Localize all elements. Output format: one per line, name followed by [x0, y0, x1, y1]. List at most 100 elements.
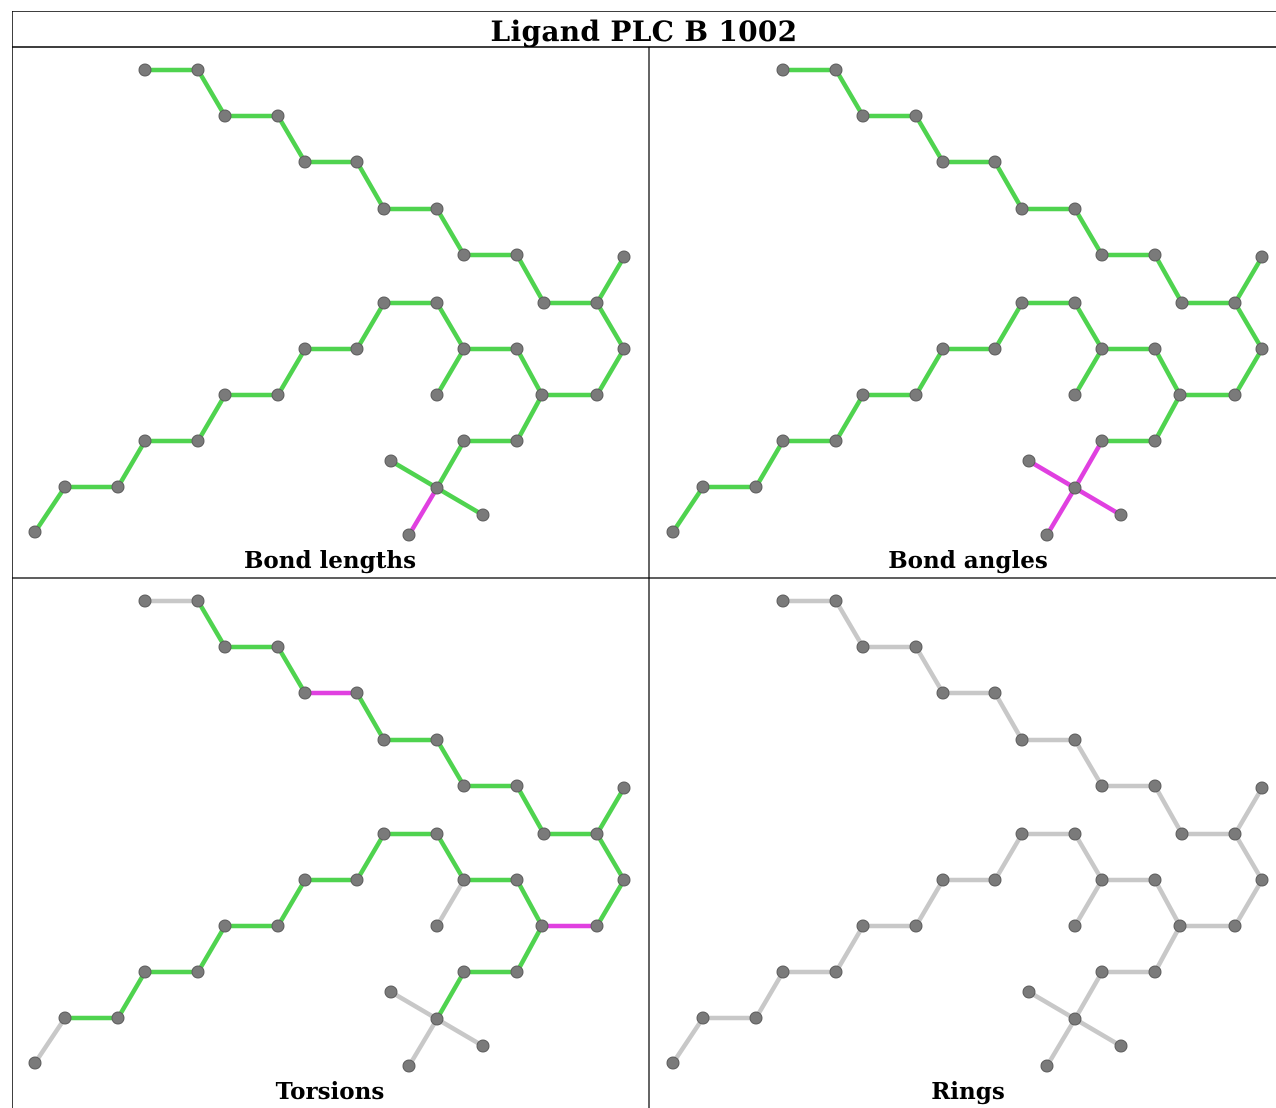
atom: [28, 1056, 42, 1070]
atom: [476, 508, 490, 522]
atom: [218, 388, 232, 402]
bond: [115, 438, 148, 490]
bond: [514, 392, 545, 444]
atom: [988, 155, 1002, 169]
bond: [833, 67, 866, 119]
atom: [829, 594, 843, 608]
atom: [138, 63, 152, 77]
atom: [988, 686, 1002, 700]
bond: [1072, 300, 1105, 352]
atom: [1148, 779, 1162, 793]
bond: [992, 300, 1025, 352]
atom: [909, 919, 923, 933]
bond: [1232, 300, 1265, 352]
bond: [434, 206, 467, 258]
atom: [1148, 434, 1162, 448]
atom: [856, 388, 870, 402]
atom: [829, 63, 843, 77]
atom: [377, 202, 391, 216]
atom: [271, 388, 285, 402]
bond: [1232, 346, 1265, 398]
bond: [1152, 346, 1183, 398]
atom: [58, 480, 72, 494]
bond: [1232, 254, 1265, 306]
figure-title: Ligand PLC B 1002: [490, 15, 798, 48]
bond: [1044, 485, 1078, 538]
panel-rings: [666, 594, 1269, 1073]
atom: [191, 965, 205, 979]
atom: [1015, 202, 1029, 216]
panel-grid: [12, 11, 1276, 1108]
bond: [833, 923, 866, 975]
atom: [298, 686, 312, 700]
atom: [191, 434, 205, 448]
atom: [1040, 528, 1054, 542]
bond: [115, 969, 148, 1021]
atom: [510, 342, 524, 356]
bond: [434, 485, 486, 518]
bond: [434, 300, 467, 352]
atom: [1095, 434, 1109, 448]
atom: [617, 781, 631, 795]
atom: [590, 827, 604, 841]
bond: [594, 254, 627, 306]
bond: [913, 113, 946, 165]
atom: [1175, 827, 1189, 841]
atom: [191, 63, 205, 77]
atom: [430, 733, 444, 747]
bond: [1232, 785, 1265, 837]
atom: [430, 481, 444, 495]
atom: [191, 594, 205, 608]
atom: [1015, 296, 1029, 310]
bond: [753, 969, 786, 1021]
bond: [1152, 392, 1183, 444]
bond: [753, 438, 786, 490]
bond: [514, 783, 547, 837]
atom: [617, 250, 631, 264]
atom: [617, 342, 631, 356]
bond: [594, 300, 627, 352]
atom: [1148, 965, 1162, 979]
atom: [377, 733, 391, 747]
atom: [1173, 919, 1187, 933]
atom: [936, 873, 950, 887]
bond: [913, 877, 946, 929]
atom: [1114, 508, 1128, 522]
atom: [1228, 827, 1242, 841]
bond: [388, 458, 440, 491]
bond: [275, 644, 308, 696]
atom: [776, 965, 790, 979]
atom: [430, 1012, 444, 1026]
atom: [1114, 1039, 1128, 1053]
atom: [1095, 965, 1109, 979]
bond: [434, 737, 467, 789]
bond: [833, 392, 866, 444]
bond: [434, 346, 467, 398]
atom: [271, 109, 285, 123]
bond: [1026, 989, 1078, 1022]
bond: [1152, 783, 1185, 837]
atom: [138, 965, 152, 979]
bond: [1152, 252, 1185, 306]
atom: [457, 342, 471, 356]
atom: [776, 63, 790, 77]
bond: [434, 969, 467, 1022]
atom: [537, 827, 551, 841]
bond: [514, 346, 545, 398]
atom: [936, 342, 950, 356]
bond: [514, 877, 545, 929]
bond: [1152, 877, 1183, 929]
atom: [350, 686, 364, 700]
atom: [1148, 873, 1162, 887]
atom: [988, 342, 1002, 356]
bond: [992, 690, 1025, 743]
bond: [354, 159, 387, 212]
atom: [1175, 296, 1189, 310]
atom: [1228, 296, 1242, 310]
bond: [1044, 1016, 1078, 1069]
atom: [1148, 342, 1162, 356]
atom: [696, 480, 710, 494]
atom: [1068, 827, 1082, 841]
atom: [402, 1059, 416, 1073]
atom: [298, 342, 312, 356]
